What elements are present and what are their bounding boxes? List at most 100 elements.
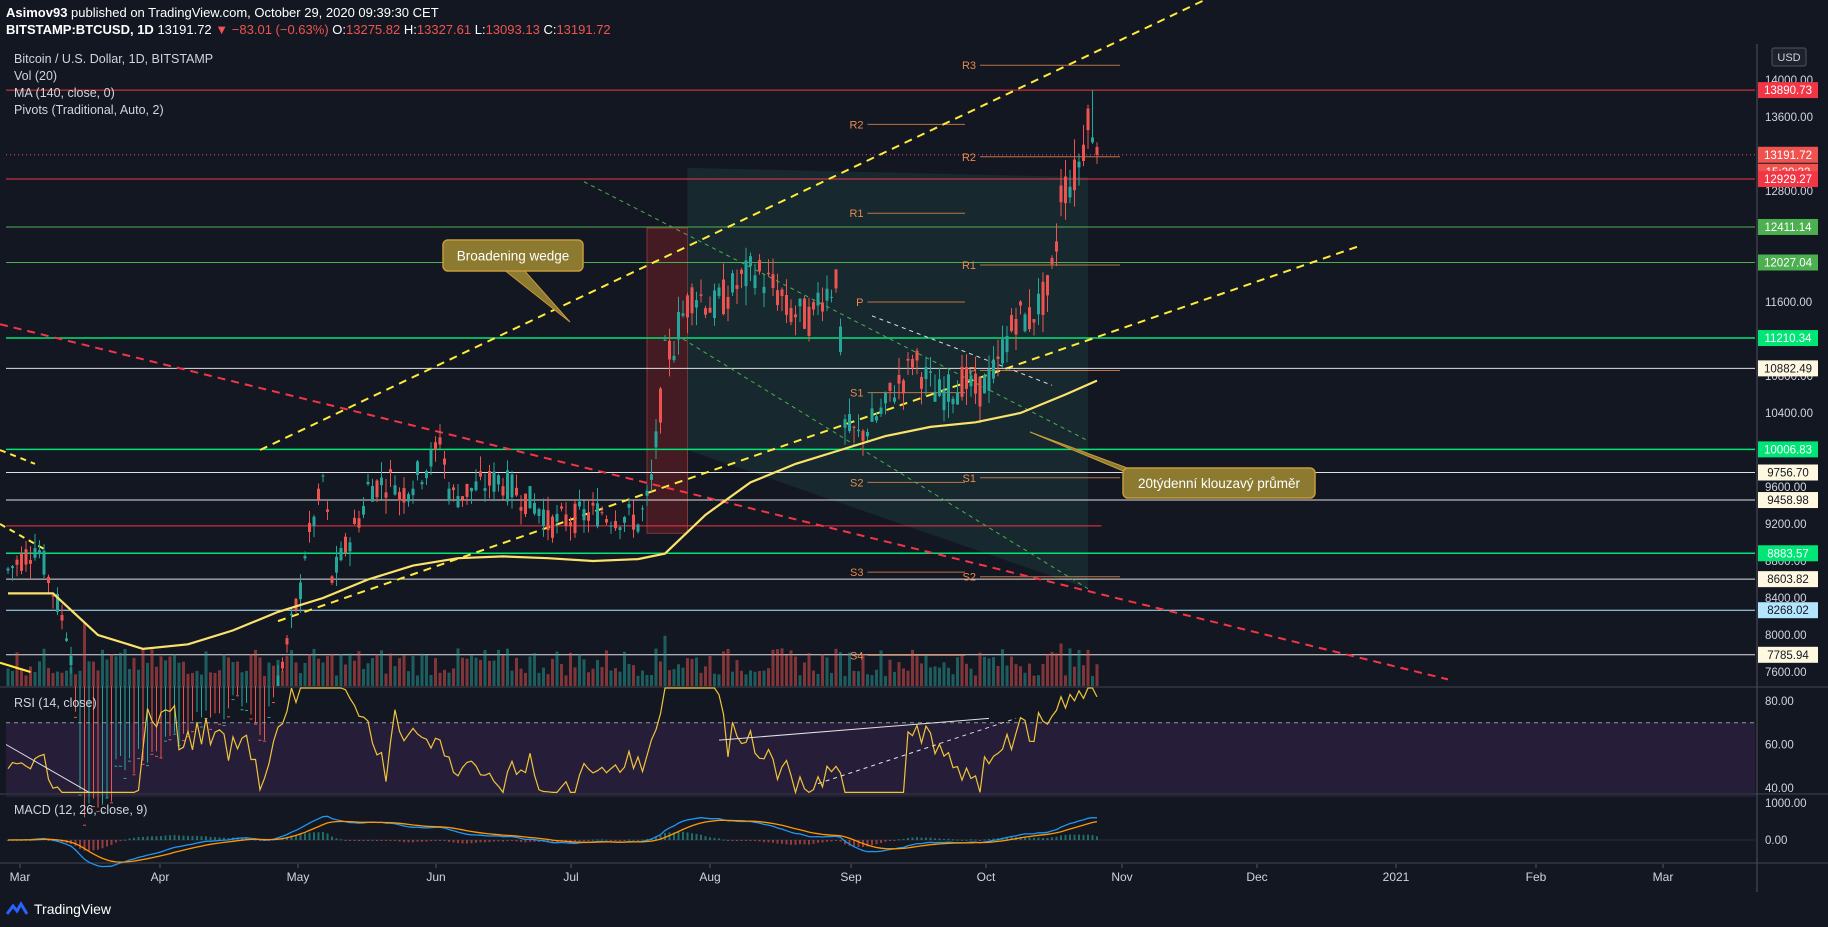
- volume-bar: [929, 667, 932, 686]
- candle-body: [470, 487, 473, 492]
- macd-histogram-bar: [983, 839, 986, 841]
- macd-histogram-bar: [335, 838, 338, 840]
- candle-body: [281, 661, 284, 669]
- macd-histogram-bar: [736, 840, 738, 841]
- volume-bar: [726, 648, 730, 686]
- pivot-right-label-4: S1: [963, 473, 976, 485]
- volume-bar: [924, 655, 928, 686]
- candle-body: [159, 757, 163, 759]
- candle-body: [366, 481, 370, 485]
- candle-body: [690, 287, 694, 314]
- descending-channel-fill: [687, 167, 1088, 589]
- candle-body: [614, 521, 617, 529]
- candle-body: [1077, 161, 1081, 168]
- candle-body: [884, 393, 887, 404]
- volume-bar: [690, 659, 694, 686]
- macd-histogram-bar: [664, 833, 666, 840]
- volume-bar: [578, 654, 581, 686]
- volume-bar: [1010, 656, 1013, 686]
- pivot-left-label-4: S1: [850, 388, 863, 400]
- candle-body: [1059, 185, 1063, 203]
- candle-body: [789, 307, 793, 322]
- volume-bar: [330, 653, 334, 686]
- volume-bar: [888, 659, 892, 686]
- candle-body: [924, 366, 928, 380]
- macd-histogram-bar: [817, 840, 819, 843]
- candle-body: [479, 471, 482, 477]
- legend-ma: MA (140, close, 0): [14, 86, 115, 100]
- volume-bar: [326, 655, 329, 686]
- price-label-box-5: [1758, 254, 1818, 271]
- candle-body: [992, 359, 995, 379]
- volume-bar: [1041, 663, 1045, 686]
- volume-bar: [231, 662, 235, 686]
- volume-bar: [159, 656, 163, 686]
- pivot-right-label-5: S2: [963, 572, 976, 584]
- volume-bar: [488, 660, 491, 686]
- volume-bar: [429, 674, 433, 686]
- candle-body: [258, 739, 262, 741]
- candle-body: [861, 430, 865, 441]
- publisher-name[interactable]: Asimov93: [6, 5, 68, 20]
- candle-body: [11, 566, 14, 568]
- volume-bar: [353, 660, 356, 686]
- volume-bar: [245, 670, 248, 686]
- candle-body: [74, 716, 77, 718]
- candle-body: [299, 582, 302, 600]
- candle-body: [843, 419, 847, 428]
- volume-bar: [668, 670, 671, 686]
- macd-histogram-bar: [124, 839, 126, 841]
- candle-body: [852, 426, 856, 428]
- price-label-text-14: 7785.94: [1767, 650, 1809, 662]
- annotation-broadening-wedge-box: [442, 239, 584, 272]
- price-tick-10: 11600.00: [1765, 297, 1812, 309]
- volume-bar: [825, 657, 829, 686]
- candle-body: [330, 576, 334, 583]
- volume-bar: [470, 655, 473, 686]
- high-value: 13327.61: [416, 22, 472, 37]
- macd-histogram-bar: [344, 840, 347, 841]
- candle-body: [870, 408, 874, 422]
- candle-body: [677, 312, 680, 340]
- volume-bar: [155, 666, 158, 686]
- macd-histogram-bar: [718, 838, 720, 840]
- candle-body: [933, 391, 937, 402]
- macd-histogram-bar: [520, 840, 522, 842]
- open-value: 13275.82: [346, 22, 401, 37]
- price-label-box-9: [1758, 464, 1818, 481]
- price-label-text-10: 9458.98: [1767, 495, 1809, 507]
- candle-body: [524, 493, 527, 515]
- volume-bar: [987, 658, 991, 686]
- ma-left-fragment: [0, 661, 31, 674]
- volume-bar: [623, 651, 626, 686]
- volume-bar: [47, 668, 50, 686]
- macd-histogram-bar: [551, 840, 554, 843]
- macd-histogram-bar: [313, 832, 315, 840]
- volume-bar: [204, 651, 208, 686]
- volume-bar: [960, 656, 964, 686]
- tradingview-logo[interactable]: TradingView: [6, 901, 111, 917]
- candle-body: [24, 549, 28, 565]
- candle-body: [717, 287, 721, 296]
- candle-body: [915, 350, 919, 361]
- volume-bar: [812, 670, 815, 686]
- volume-bar: [654, 648, 658, 686]
- macd-histogram-bar: [898, 839, 900, 841]
- volume-bar: [821, 654, 824, 686]
- macd-histogram-bar: [151, 836, 153, 840]
- symbol-line: BITSTAMP:BTCUSD, 1D: [6, 22, 154, 37]
- candle-body: [497, 475, 500, 485]
- volume-bar: [456, 648, 460, 686]
- candle-body: [483, 488, 487, 491]
- volume-bar: [650, 675, 653, 686]
- macd-histogram-bar: [362, 840, 365, 841]
- candle-body: [1086, 108, 1090, 131]
- candle-body: [708, 307, 712, 313]
- rsi-tick-1: 60.00: [1765, 740, 1794, 752]
- candle-body: [681, 313, 685, 316]
- volume-bar: [78, 670, 82, 686]
- macd-histogram-bar: [659, 835, 662, 840]
- macd-histogram-bar: [515, 840, 518, 842]
- candle-body: [560, 506, 563, 509]
